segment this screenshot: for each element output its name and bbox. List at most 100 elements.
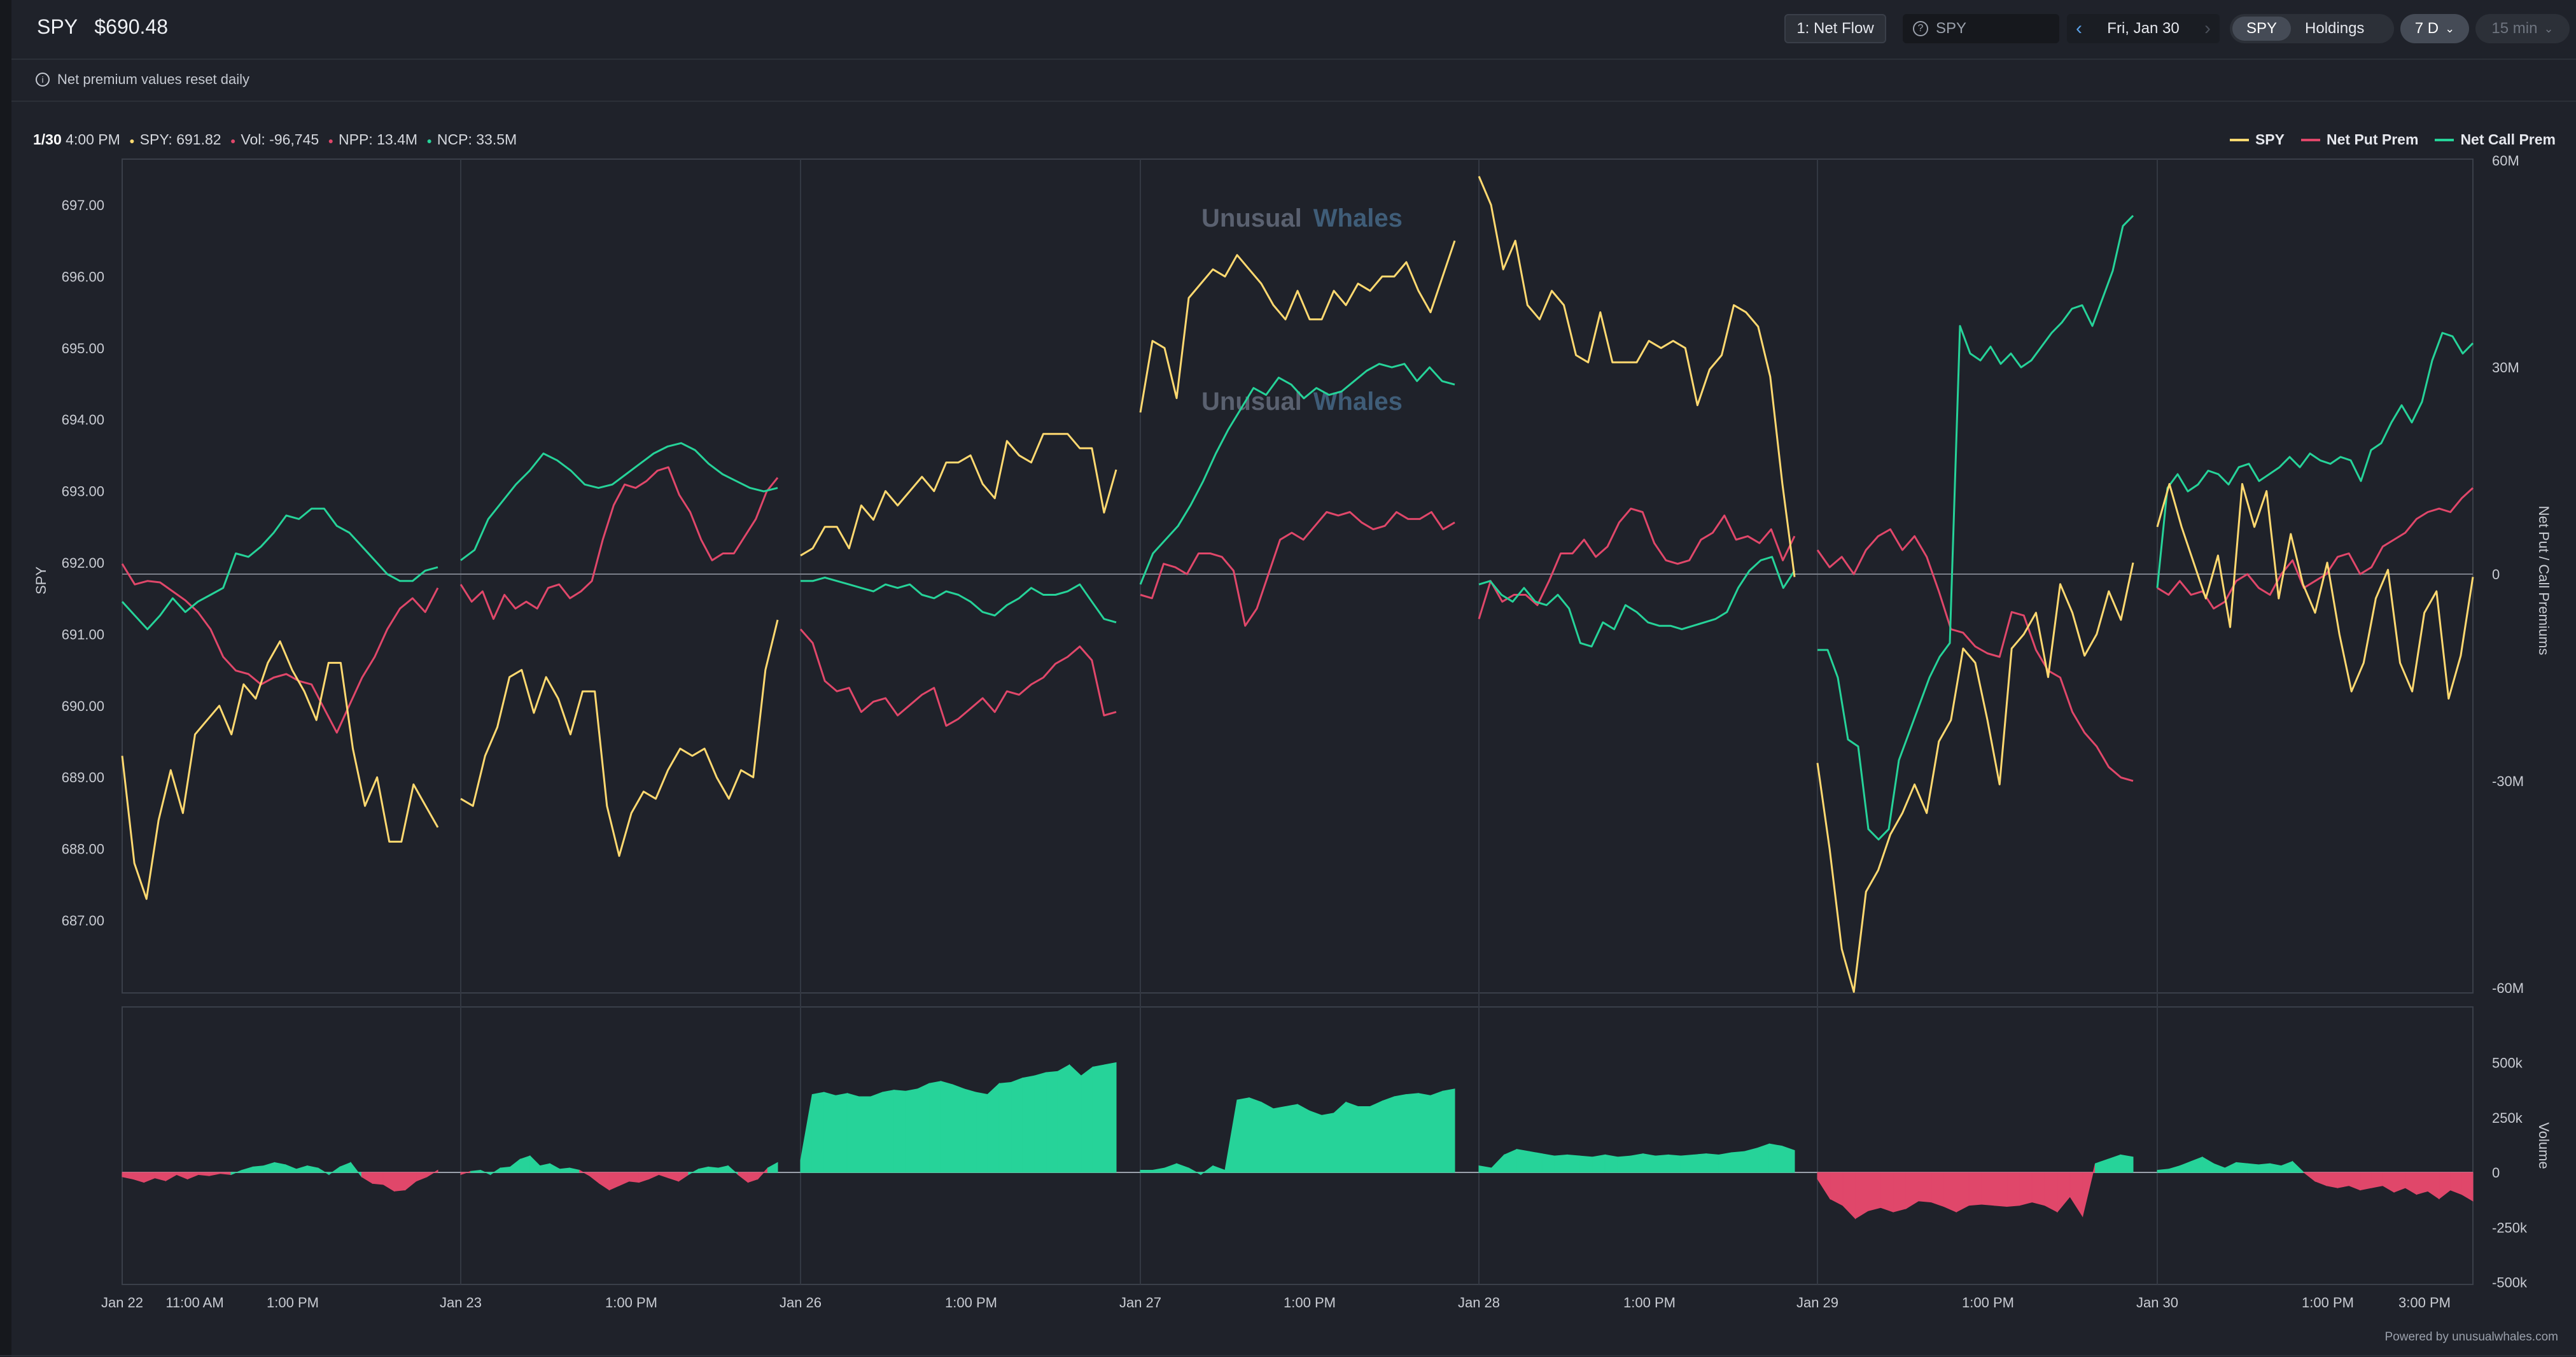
premium-tick-label: -30M	[2492, 773, 2524, 789]
volume-bar	[1261, 1101, 1274, 1173]
volume-bar	[1604, 1154, 1618, 1173]
net-put-line	[2157, 487, 2474, 610]
net-put-line	[799, 628, 1117, 727]
x-tick-label: 1:00 PM	[1284, 1295, 1336, 1311]
volume-bar	[1617, 1155, 1631, 1173]
chevron-right-icon[interactable]: ›	[2204, 18, 2211, 39]
volume-bar	[1655, 1154, 1669, 1173]
premium-tick-label: -60M	[2492, 980, 2524, 996]
price-tick-label: 695.00	[62, 341, 104, 356]
volume-bar	[1956, 1172, 1970, 1213]
x-tick-label: 1:00 PM	[1962, 1295, 2014, 1311]
net-put-line	[1478, 507, 1796, 619]
volume-bar	[2393, 1172, 2406, 1193]
volume-bar	[1442, 1088, 1455, 1173]
volume-bar	[510, 1158, 521, 1173]
volume-bar	[1744, 1148, 1757, 1173]
volume-bar	[893, 1090, 906, 1173]
toggle-holdings[interactable]: Holdings	[2305, 20, 2365, 37]
volume-tick-label: 250k	[2492, 1110, 2523, 1126]
volume-bar	[1357, 1106, 1371, 1173]
volume-bar	[154, 1172, 166, 1181]
net-flow-chip[interactable]: 1: Net Flow	[1784, 14, 1886, 43]
volume-bar	[1918, 1172, 1932, 1203]
x-tick-label: Jan 28	[1458, 1295, 1500, 1311]
volume-bar	[698, 1166, 709, 1173]
volume-bar	[963, 1088, 977, 1173]
volume-bar	[540, 1163, 550, 1173]
range-value: 7 D	[2414, 20, 2439, 37]
interval-dropdown[interactable]: 15 min ⌄	[2475, 14, 2570, 43]
x-tick-label: 11:00 AM	[165, 1295, 223, 1311]
toggle-spy[interactable]: SPY	[2232, 17, 2292, 41]
volume-bar	[619, 1172, 630, 1186]
net-call-line	[801, 576, 1117, 624]
symbol-search-input[interactable]: ? SPY	[1903, 14, 2059, 43]
x-tick-label: Jan 30	[2136, 1295, 2178, 1311]
volume-bar	[905, 1088, 918, 1173]
x-tick-label: 1:00 PM	[945, 1295, 997, 1311]
volume-bar	[1285, 1104, 1298, 1173]
price-tick-label: 696.00	[62, 269, 104, 285]
spy-line	[1139, 240, 1456, 413]
volume-bar	[1297, 1104, 1310, 1173]
volume-bar	[470, 1169, 481, 1173]
volume-bar	[2405, 1172, 2417, 1195]
net-put-line	[459, 466, 779, 620]
price-tick-label: 692.00	[62, 555, 104, 571]
volume-bar	[2281, 1161, 2293, 1173]
volume-bar	[608, 1172, 620, 1191]
volume-bar	[1249, 1097, 1262, 1173]
main-plot-frame	[122, 158, 2474, 994]
volume-bar	[1430, 1090, 1443, 1173]
x-tick-label: 3:00 PM	[2398, 1295, 2451, 1311]
volume-bar	[1236, 1097, 1250, 1173]
volume-bar	[1418, 1093, 1431, 1173]
volume-bar	[350, 1161, 362, 1178]
volume-bar	[1369, 1100, 1383, 1173]
volume-bar	[1081, 1066, 1093, 1173]
volume-bar	[2416, 1172, 2428, 1195]
chevron-left-icon[interactable]: ‹	[2076, 18, 2082, 39]
selected-date[interactable]: Fri, Jan 30	[2107, 20, 2180, 37]
legend-put[interactable]: Net Put Prem	[2301, 131, 2418, 148]
ticker-price: $690.48	[94, 15, 169, 38]
volume-bar	[1200, 1165, 1214, 1176]
volume-bar	[1994, 1172, 2008, 1207]
volume-bar	[1104, 1062, 1117, 1173]
volume-bar	[1140, 1170, 1153, 1173]
header-bar: SPY $690.48 1: Net Flow ? SPY ‹ Fri, Jan…	[11, 0, 2576, 60]
volume-bar	[529, 1155, 540, 1173]
price-tick-label: 690.00	[62, 698, 104, 714]
legend-spy[interactable]: SPY	[2229, 131, 2285, 148]
volume-bar	[1567, 1154, 1581, 1173]
volume-bar	[858, 1096, 871, 1173]
volume-bar	[1756, 1143, 1770, 1173]
volume-bar	[2302, 1172, 2316, 1182]
volume-bar	[757, 1167, 768, 1180]
volume-bar	[122, 1172, 134, 1179]
x-tick-label: Jan 29	[1796, 1295, 1838, 1311]
volume-bar	[1579, 1155, 1593, 1173]
volume-bar	[987, 1083, 1000, 1173]
volume-bar	[549, 1163, 561, 1173]
volume-bar	[405, 1172, 417, 1191]
volume-bar	[2031, 1172, 2045, 1206]
net-call-line	[1139, 363, 1455, 585]
range-dropdown[interactable]: 7 D ⌄	[2400, 14, 2469, 43]
volume-bar	[917, 1083, 930, 1173]
volume-bar	[589, 1172, 600, 1185]
legend-call[interactable]: Net Call Prem	[2435, 131, 2556, 148]
spy-line	[1478, 176, 1796, 577]
spy-line	[121, 640, 439, 900]
volume-bar	[2450, 1172, 2462, 1195]
net-call-line	[1478, 556, 1796, 648]
volume-bar	[132, 1172, 144, 1183]
net-call-line	[1817, 214, 2134, 841]
volume-bar	[372, 1172, 384, 1185]
volume-bar	[1345, 1101, 1359, 1173]
volume-bar	[2120, 1154, 2134, 1173]
volume-axis-label: Volume	[2536, 1122, 2552, 1169]
volume-bar	[165, 1172, 178, 1181]
